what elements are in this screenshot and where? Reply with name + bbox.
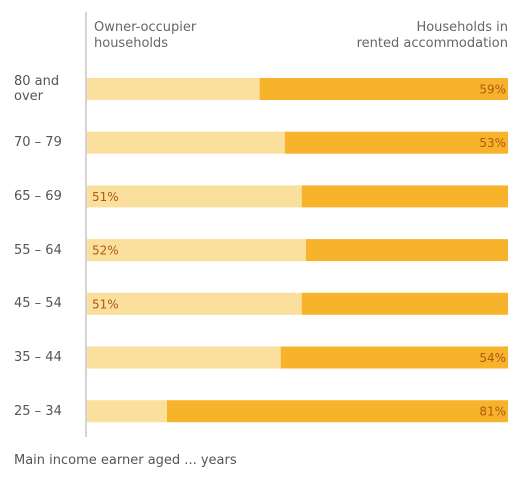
bar-value-label: 51% [92, 297, 119, 311]
bar-rented [280, 346, 508, 369]
bar-value-label: 53% [479, 136, 506, 150]
category-label: 70 – 79 [14, 135, 62, 151]
bar-value-label: 81% [479, 405, 506, 419]
bar-value-label: 52% [92, 244, 119, 258]
category-label: 45 – 54 [14, 296, 62, 312]
bar-owner-occupier [87, 78, 260, 100]
bar-value-label: 59% [479, 83, 506, 97]
bar-value-label: 54% [479, 351, 506, 365]
category-label: 25 – 34 [14, 403, 62, 419]
bar-owner-occupier [87, 239, 306, 262]
bar-value-label: 51% [92, 190, 119, 204]
bar-rented [305, 239, 508, 262]
footnote: Main income earner aged ... years [14, 453, 237, 468]
owner-occupier-header: Owner-occupier households [94, 20, 197, 51]
category-label: 35 – 44 [14, 350, 62, 365]
bar-rented [166, 400, 508, 423]
bar-owner-occupier [87, 185, 302, 208]
bar-rented [284, 131, 508, 154]
category-label: 80 and over [14, 74, 60, 104]
rented-header: Households in rented accommodation [356, 20, 508, 51]
bar-rented [301, 292, 508, 315]
bar-rented [259, 78, 508, 100]
bar-rented [301, 185, 508, 208]
bar-owner-occupier [87, 292, 302, 315]
bar-owner-occupier [87, 346, 281, 369]
category-label: 65 – 69 [14, 188, 62, 204]
bar-owner-occupier [87, 400, 167, 423]
bar-owner-occupier [87, 131, 285, 154]
category-label: 55 – 64 [14, 242, 62, 258]
